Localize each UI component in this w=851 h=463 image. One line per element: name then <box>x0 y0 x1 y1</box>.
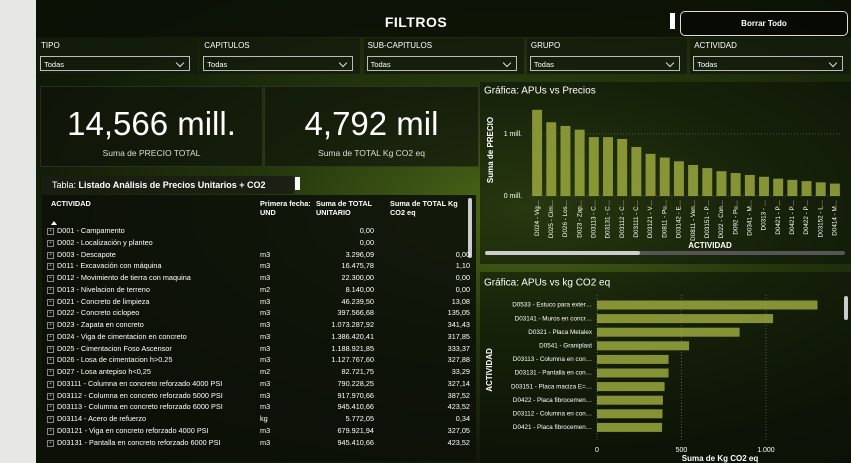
y-tick-label: 0 mill. <box>504 193 522 200</box>
y-tick-label: D0421 - Placa fibrocemen… <box>513 424 592 431</box>
x-tick-label: D03152 - L… <box>817 200 824 237</box>
bar <box>759 177 769 196</box>
chart-title: Gráfica: APUs vs kg CO2 eq <box>484 278 610 289</box>
x-tick-label: D024 - Vig… <box>534 200 541 236</box>
bar <box>830 184 840 196</box>
x-tick-label: D03111 - C… <box>633 200 640 238</box>
bar <box>816 182 826 196</box>
y-tick-label: D03141 - Muros en concr… <box>515 315 592 322</box>
x-axis-title: ACTIVIDAD <box>688 241 732 250</box>
x-tick-label: 1.000 <box>757 447 775 454</box>
bar <box>597 409 662 418</box>
x-tick-label: D0421 - P… <box>775 200 782 235</box>
bar <box>787 180 797 196</box>
x-tick-label: D03142 - E… <box>676 200 683 238</box>
scrollbar[interactable] <box>485 251 640 255</box>
x-tick-label: D025 - Cim… <box>548 200 555 238</box>
y-tick-label: 1 mill. <box>504 131 522 138</box>
x-tick-label: D0313 - … <box>761 200 768 230</box>
bar <box>597 314 773 323</box>
x-tick-label: D092 - Pu… <box>732 200 739 235</box>
x-tick-label: D0421 - P… <box>789 200 796 235</box>
bar <box>674 161 684 196</box>
y-tick-label: D03112 - Columna en con… <box>513 410 592 417</box>
bar <box>546 122 556 196</box>
x-tick-label: D0811 - Ven… <box>690 200 697 241</box>
bar <box>597 328 740 337</box>
y-tick-label: D03131 - Pantalla en con… <box>515 370 592 377</box>
x-tick-label: D0422 - P… <box>803 200 810 235</box>
x-tick-label: D03151 - P… <box>704 200 711 238</box>
x-tick-label: D022 - Con… <box>718 200 725 239</box>
y-tick-label: D0541 - Graniplast <box>539 342 592 349</box>
bar <box>589 137 599 196</box>
x-tick-label: D0414 - M… <box>832 200 839 236</box>
bar <box>575 130 585 196</box>
y-tick-label: D0321 - Placa Metalex <box>528 329 593 336</box>
x-tick-label: D03113 - C… <box>590 200 597 238</box>
y-tick-label: D03113 - Columna en con… <box>513 356 592 363</box>
x-tick-label: D03112 - C… <box>619 200 626 238</box>
x-tick-label: D0811 - Pu… <box>661 200 668 238</box>
bar <box>597 382 665 391</box>
bar <box>597 301 818 310</box>
bar <box>745 175 755 196</box>
bar <box>702 168 712 196</box>
chart-title: Gráfica: APUs vs Precios <box>484 86 596 97</box>
bar <box>560 126 570 196</box>
bar <box>617 139 627 196</box>
bar <box>688 165 698 196</box>
x-axis-title: Suma de Kg CO2 eq <box>682 454 759 463</box>
bar <box>731 173 741 196</box>
bar <box>597 369 669 378</box>
y-tick-label: D0422 - Placa fibrocemen… <box>513 397 592 404</box>
scrollbar[interactable] <box>844 296 848 320</box>
y-axis-title: Suma de PRECIO <box>486 117 495 183</box>
x-tick-label: D0341 - M… <box>746 200 753 236</box>
bar <box>532 110 542 196</box>
bar <box>597 355 669 364</box>
bar <box>660 158 670 196</box>
bar <box>597 423 662 432</box>
y-axis-title: ACTIVIDAD <box>485 348 494 392</box>
bar <box>603 137 613 196</box>
bar <box>597 396 663 405</box>
x-tick-label: D023 - Zap… <box>576 200 583 238</box>
x-tick-label: D03131 - C… <box>605 200 612 239</box>
x-tick-label: D026 - Los… <box>562 200 569 237</box>
x-tick-label: 500 <box>676 447 688 454</box>
x-tick-label: D03121 - V… <box>647 200 654 238</box>
bar <box>716 171 726 196</box>
bar <box>631 147 641 196</box>
y-tick-label: D03151 - Placa maciza E=… <box>511 383 592 390</box>
x-tick-label: 0 <box>595 447 599 454</box>
bar <box>597 341 689 350</box>
dashboard: FILTROS Borrar Todo TIPOTodasCAPITULOSTo… <box>0 0 851 463</box>
bar <box>802 181 812 196</box>
y-tick-label: D0533 - Estuco para exter… <box>512 302 592 309</box>
charts: Gráfica: APUs vs Precios Suma de PRECIO AC… <box>0 0 851 463</box>
bar <box>773 179 783 196</box>
bar <box>646 154 656 196</box>
